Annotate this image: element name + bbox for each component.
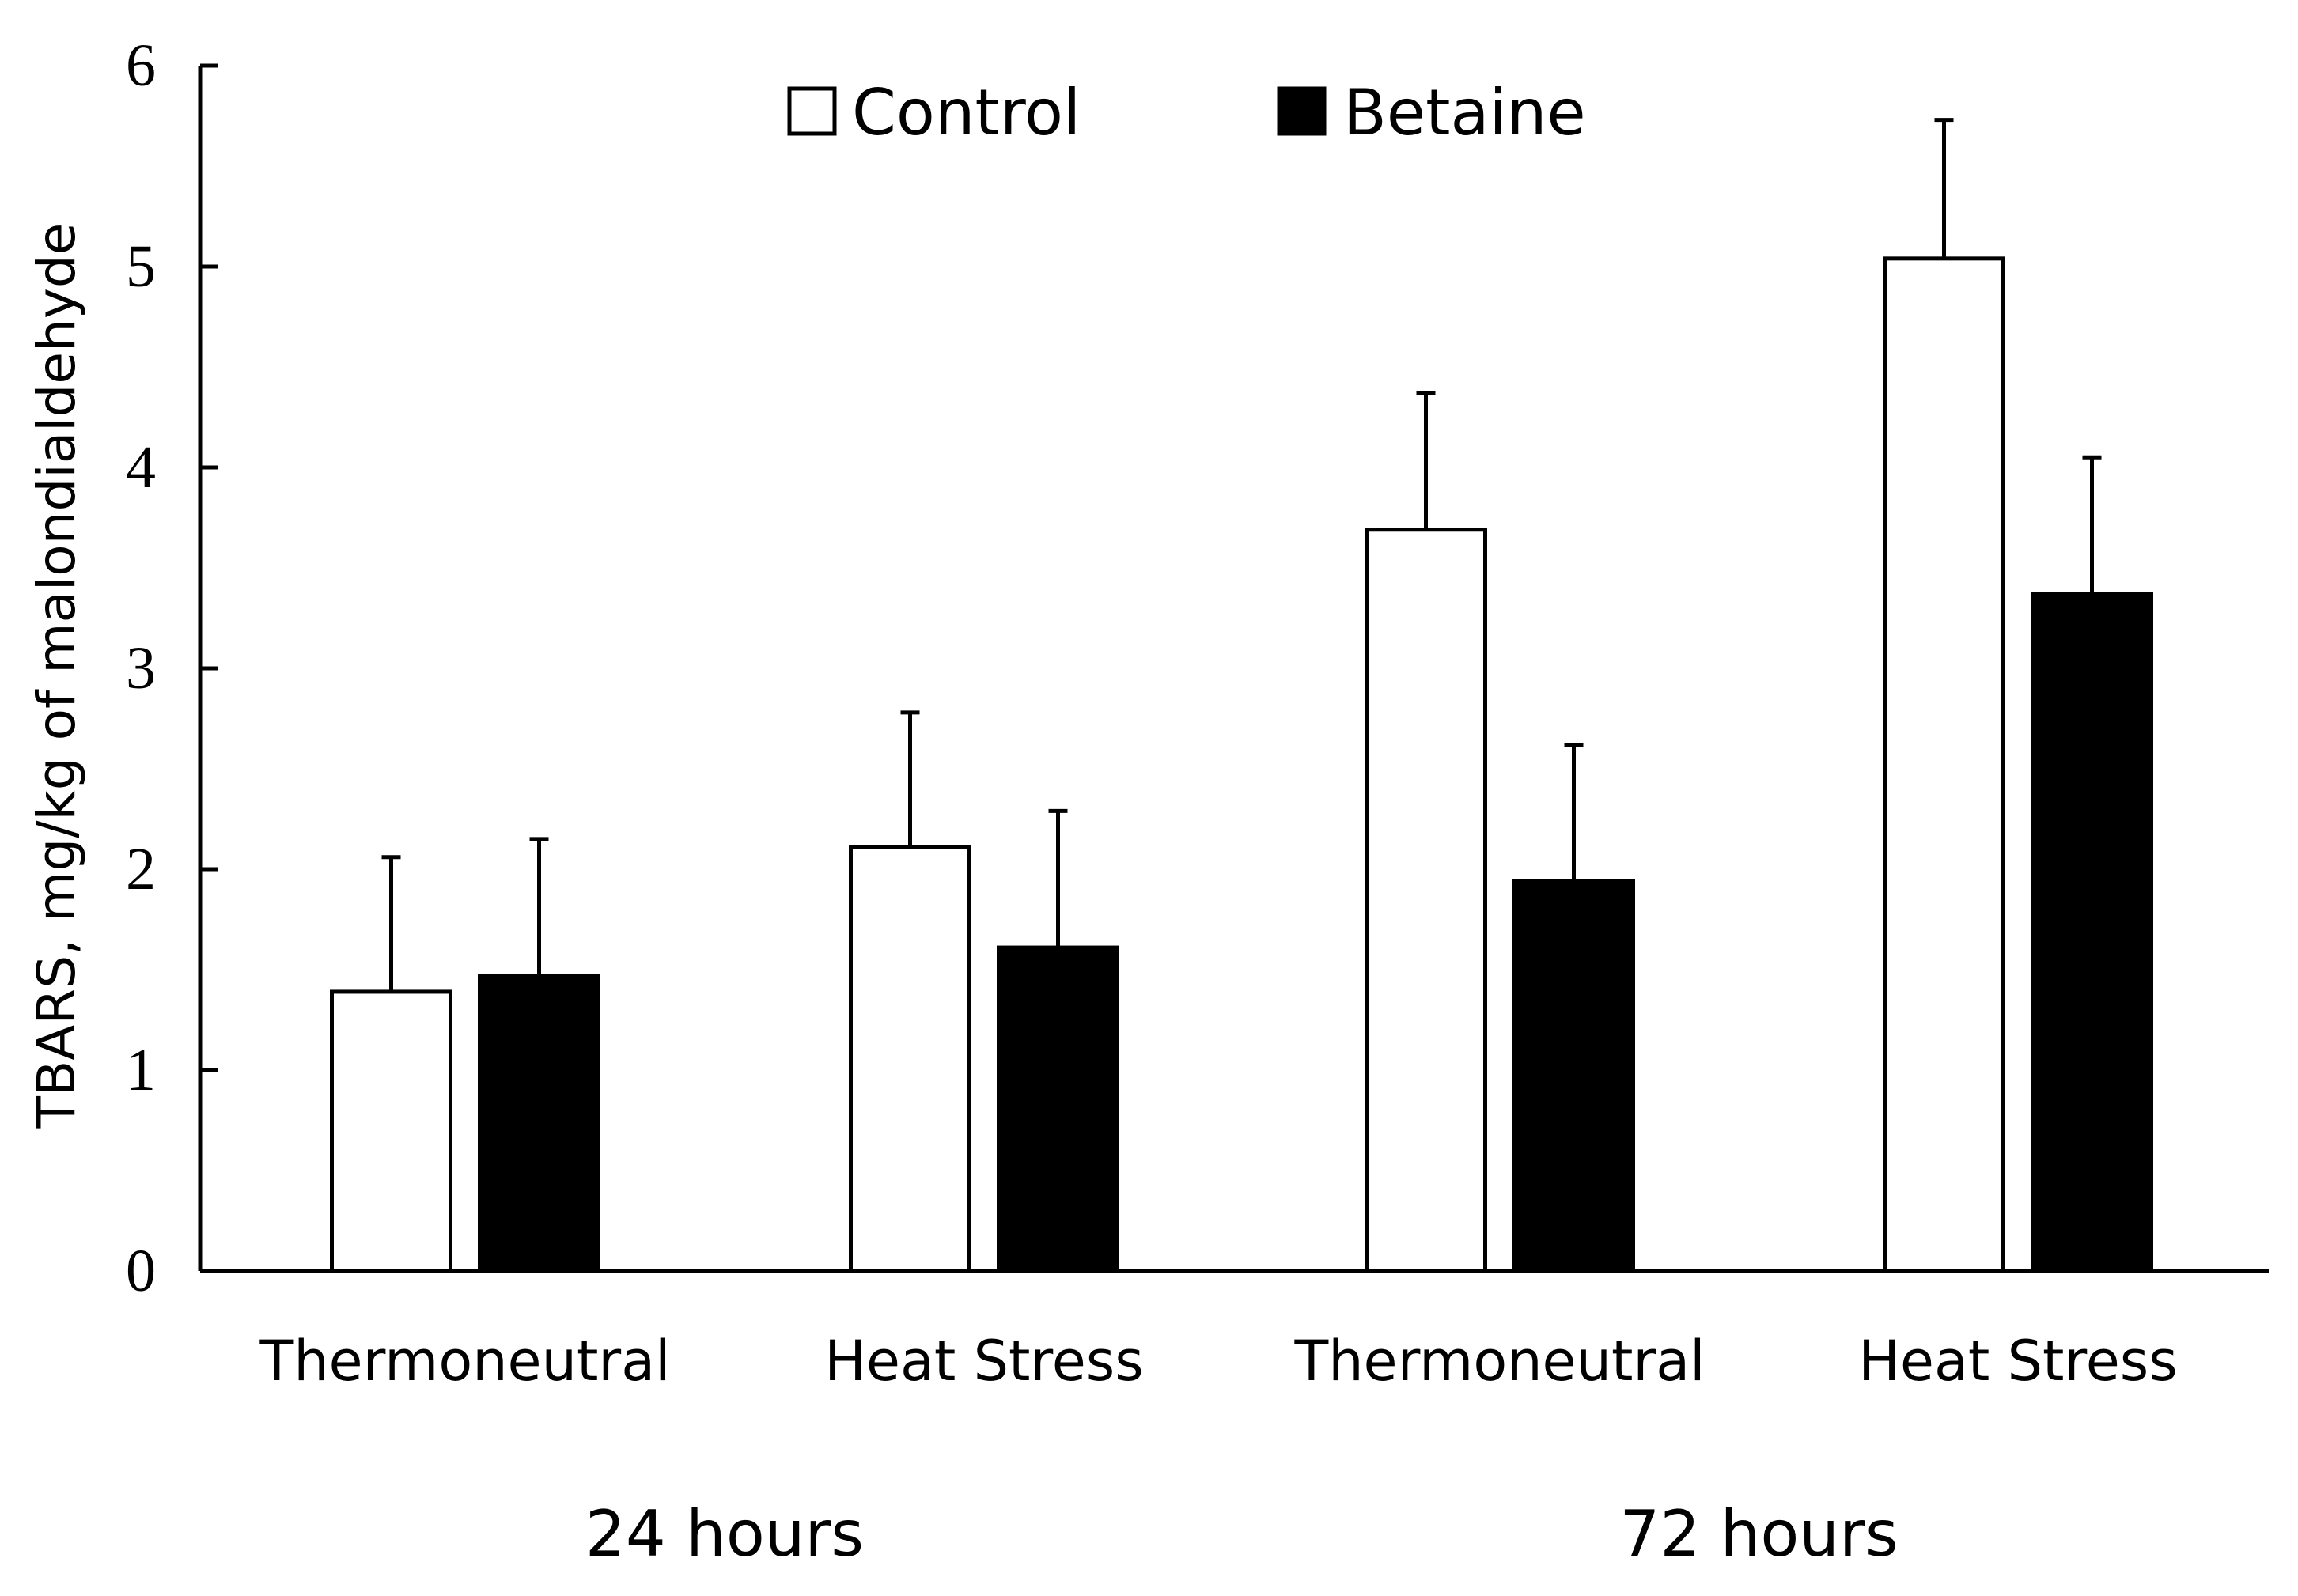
bar-control-1 [330,989,452,1273]
error-bar-control-4 [1934,118,1954,259]
legend-label-betaine: Betaine [1343,76,1586,149]
x-group-label: 24 hours [585,1497,864,1571]
error-bar-betaine-1 [529,837,549,976]
bar-betaine-4 [2031,592,2153,1273]
y-tick-label: 1 [126,1037,156,1103]
y-tick-label: 5 [126,233,156,300]
bar-betaine-3 [1512,879,1635,1273]
y-axis-title: TBARS, mg/kg of malondialdehyde [26,223,87,1129]
bar-control-2 [849,845,971,1273]
x-group-label: 72 hours [1619,1497,1898,1571]
legend-label-control: Control [852,76,1081,149]
x-category-label: Thermoneutral [1293,1329,1705,1394]
bar-betaine-2 [997,945,1119,1273]
bar-control-3 [1365,528,1487,1273]
x-category-label: Heat Stress [824,1329,1143,1394]
bar-betaine-1 [478,974,600,1273]
legend-swatch-betaine [1277,86,1327,136]
legend-swatch-control [787,86,837,136]
y-tick-label: 2 [126,836,156,902]
y-tick-label: 3 [126,635,156,702]
legend-item-control: Control [787,76,1081,149]
chart-legend: Control Betaine [787,76,1586,149]
error-bar-betaine-3 [1564,743,1584,882]
error-bar-control-1 [381,855,401,992]
chart-labels: 0 1 2 3 4 5 6 TBARS, mg/kg of malondialdehyde Th… [26,32,2178,1571]
bar-control-4 [1883,256,2005,1273]
chart-marks [330,118,2153,1273]
y-tick-label: 4 [126,434,156,501]
error-bar-betaine-2 [1048,808,1068,948]
chart-axes [198,63,2269,1273]
error-bar-control-2 [900,710,920,848]
x-category-label: Thermoneutral [259,1329,670,1394]
y-tick-label: 0 [126,1238,156,1304]
y-tick-label: 6 [126,32,156,99]
error-bar-betaine-4 [2082,455,2102,595]
legend-item-betaine: Betaine [1277,76,1586,149]
error-bar-control-3 [1416,391,1436,530]
x-category-label: Heat Stress [1858,1329,2177,1394]
